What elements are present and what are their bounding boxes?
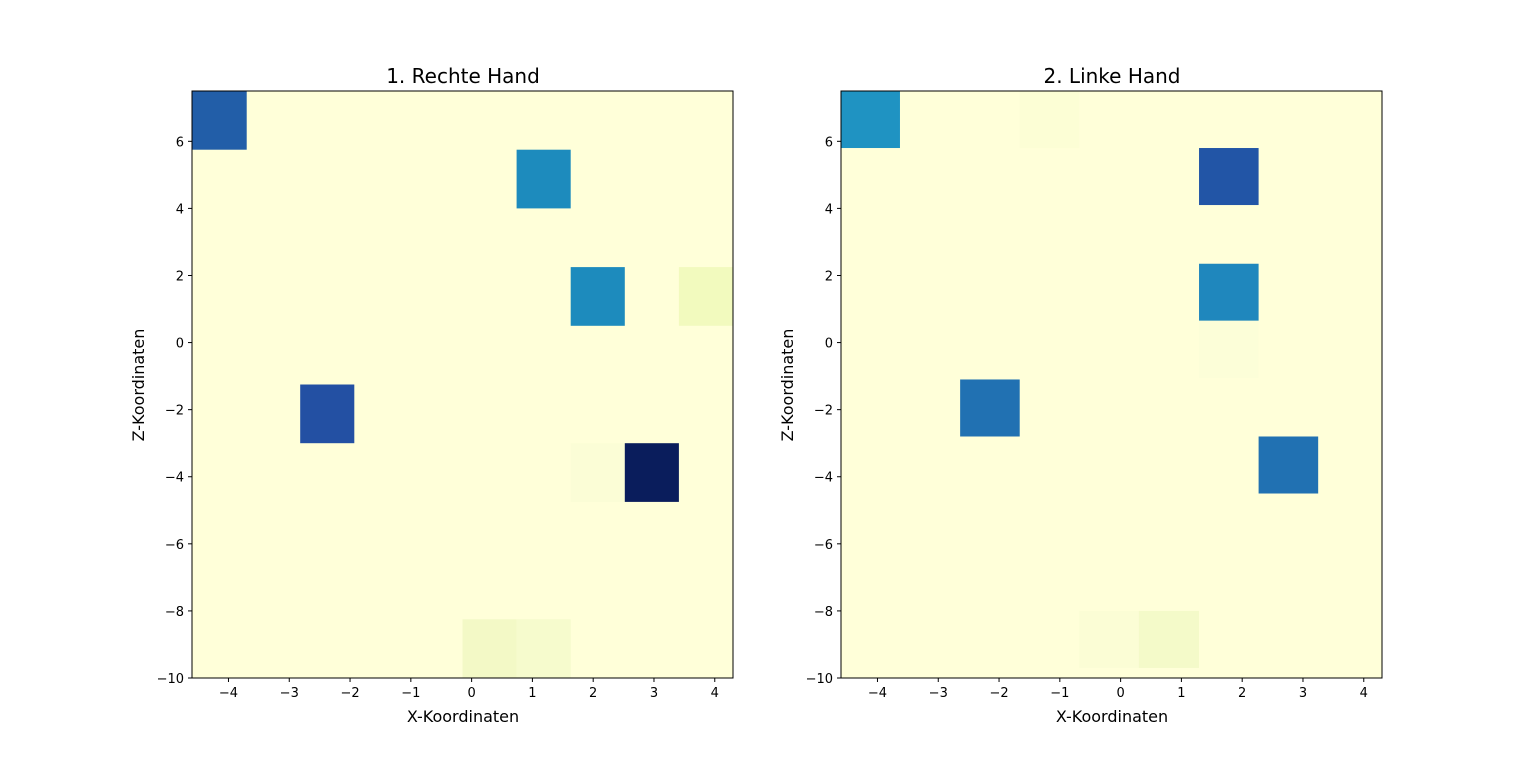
y-axis-label: Z-Koordinaten xyxy=(778,329,797,442)
y-tick-label: 2 xyxy=(825,269,833,284)
heatmap-cell xyxy=(678,267,733,326)
y-tick-label: −6 xyxy=(165,538,184,553)
heatmap-cell xyxy=(516,619,571,678)
x-tick-label: −3 xyxy=(929,686,948,701)
heatmap-cell xyxy=(1199,263,1259,321)
heatmap-cell xyxy=(1138,610,1200,668)
heatmap-cell xyxy=(960,379,1020,437)
heatmap-cell xyxy=(624,443,679,502)
y-axis-ticks: −10 −8 −6 −4 −2 0 2 4 6 xyxy=(157,135,192,687)
y-tick-label: −10 xyxy=(157,672,184,687)
y-tick-label: −10 xyxy=(806,672,833,687)
heatmap-cell xyxy=(570,443,625,502)
heatmap-panel-right-hand: 1. Rechte Hand −4 −3 −2 −1 0 1 2 3 4 −10−8−6−4−2… xyxy=(129,64,734,726)
heatmap-cell xyxy=(462,619,517,678)
y-tick-label: 4 xyxy=(825,202,833,217)
y-tick-label: −8 xyxy=(165,605,184,620)
y-tick-label: −2 xyxy=(814,404,833,419)
y-tick-label: −4 xyxy=(814,471,833,486)
heatmap-cell xyxy=(1258,436,1319,494)
x-tick-label: 2 xyxy=(589,686,597,701)
heatmap-panel-left-hand: 2. Linke Hand −4 −3 −2 −1 0 1 2 3 4 −10−8−6−4−20… xyxy=(778,64,1383,726)
chart-title: 2. Linke Hand xyxy=(1043,64,1180,88)
y-axis-ticks: −10 −8 −6 −4 −2 0 2 4 6 xyxy=(806,135,841,687)
y-tick-label: −8 xyxy=(814,605,833,620)
y-tick-label: −6 xyxy=(814,538,833,553)
x-tick-label: 3 xyxy=(1299,686,1307,701)
x-axis-label: X-Koordinaten xyxy=(1056,707,1168,726)
x-tick-label: −2 xyxy=(340,686,359,701)
heatmap-cell xyxy=(570,267,625,326)
y-tick-label: 0 xyxy=(176,337,184,352)
heatmap-cell xyxy=(1199,148,1259,206)
x-tick-label: 0 xyxy=(1116,686,1124,701)
y-tick-label: 6 xyxy=(176,135,184,150)
y-axis-label: Z-Koordinaten xyxy=(129,329,148,442)
heatmap-background xyxy=(192,91,733,678)
x-axis-ticks: −4 −3 −2 −1 0 1 2 3 4 xyxy=(219,678,719,701)
heatmap-cell xyxy=(192,91,247,150)
x-tick-label: 0 xyxy=(467,686,475,701)
x-tick-label: 4 xyxy=(1360,686,1368,701)
heatmap-cells xyxy=(192,91,733,678)
heatmap-cell xyxy=(516,149,571,209)
y-tick-label: 4 xyxy=(176,202,184,217)
x-tick-label: −4 xyxy=(868,686,887,701)
heatmap-cell xyxy=(1079,610,1139,668)
heatmap-cells xyxy=(841,91,1382,678)
x-axis-ticks: −4 −3 −2 −1 0 1 2 3 4 xyxy=(868,678,1368,701)
heatmap-cell xyxy=(300,384,355,444)
heatmap-cell xyxy=(841,91,900,149)
x-axis-label: X-Koordinaten xyxy=(407,707,519,726)
heatmap-cell xyxy=(1019,91,1080,149)
x-tick-label: −1 xyxy=(1050,686,1069,701)
x-tick-label: 2 xyxy=(1238,686,1246,701)
y-tick-label: 0 xyxy=(825,337,833,352)
x-tick-label: −4 xyxy=(219,686,238,701)
y-tick-label: 6 xyxy=(825,135,833,150)
chart-title: 1. Rechte Hand xyxy=(386,64,540,88)
x-tick-label: 4 xyxy=(711,686,719,701)
plot-frame xyxy=(191,90,734,679)
y-tick-label: −2 xyxy=(165,404,184,419)
x-tick-label: 1 xyxy=(528,686,536,701)
y-tick-label: −4 xyxy=(165,471,184,486)
heatmap-cell xyxy=(1199,320,1259,378)
heatmap-background xyxy=(841,91,1382,678)
x-tick-label: −3 xyxy=(280,686,299,701)
x-tick-label: 1 xyxy=(1177,686,1185,701)
x-tick-label: −2 xyxy=(989,686,1008,701)
plot-frame xyxy=(840,90,1383,679)
y-tick-label: 2 xyxy=(176,269,184,284)
x-tick-label: 3 xyxy=(650,686,658,701)
x-tick-label: −1 xyxy=(401,686,420,701)
